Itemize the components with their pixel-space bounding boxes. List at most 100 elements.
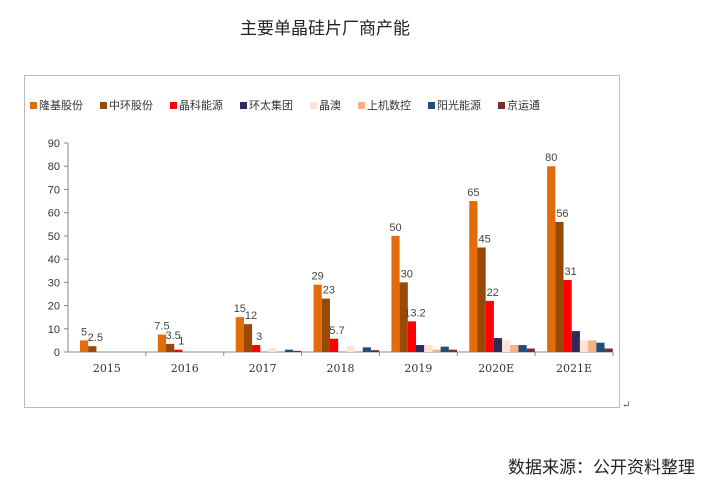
y-tick-label: 30 — [48, 277, 60, 289]
bar — [370, 350, 380, 352]
legend-label: 上机数控 — [367, 99, 411, 112]
legend-label: 阳光能源 — [437, 99, 481, 112]
data-label: 5.7 — [329, 325, 344, 337]
legend-swatch — [310, 101, 317, 109]
x-tick-label: 2015 — [93, 362, 121, 375]
legend-label: 京运通 — [507, 99, 540, 112]
bar — [235, 317, 244, 352]
data-label: 80 — [545, 152, 557, 164]
legend-item: 上机数控 — [358, 97, 411, 113]
data-label: 7.5 — [154, 321, 169, 333]
bar — [362, 347, 371, 352]
legend-swatch — [358, 101, 365, 109]
bar — [252, 345, 261, 352]
paragraph-mark: ↵ — [622, 400, 631, 411]
bar — [596, 342, 605, 352]
x-tick-label: 2020E — [478, 362, 514, 375]
bar — [174, 349, 183, 352]
bar — [166, 343, 175, 352]
x-tick-label: 2017 — [249, 362, 277, 375]
bar — [329, 338, 339, 352]
data-label: 65 — [467, 187, 479, 199]
data-label: 2.5 — [88, 332, 103, 344]
bar — [424, 345, 433, 352]
data-label: 3 — [256, 331, 262, 343]
y-tick-label: 50 — [48, 231, 60, 243]
data-label: 23 — [323, 285, 335, 297]
bar — [510, 345, 519, 352]
bar — [485, 300, 494, 352]
data-label: 15 — [234, 303, 246, 315]
bar — [416, 345, 425, 352]
bar — [547, 166, 556, 352]
legend-swatch — [100, 101, 107, 109]
bar — [346, 346, 355, 352]
y-tick-label: 80 — [48, 161, 60, 173]
y-tick-label: 90 — [48, 138, 60, 150]
legend-label: 隆基股份 — [39, 99, 83, 112]
y-tick-label: 20 — [48, 301, 60, 313]
bar — [571, 331, 580, 352]
bar — [321, 298, 330, 352]
bar — [157, 334, 167, 352]
legend: 隆基股份 中环股份 晶科能源 环太集团 晶澳 上机数控 阳光能源 京运通 — [30, 97, 540, 113]
legend-swatch — [240, 101, 247, 109]
bar — [502, 340, 511, 352]
bar — [88, 346, 97, 352]
bar — [518, 345, 527, 352]
x-tick-label: 2019 — [404, 362, 432, 375]
legend-swatch — [30, 101, 37, 109]
bar — [80, 340, 89, 352]
bar — [563, 280, 572, 352]
legend-label: 晶澳 — [319, 99, 341, 112]
legend-item: 京运通 — [498, 97, 540, 113]
data-label: 1 — [178, 336, 184, 348]
legend-item: 中环股份 — [100, 97, 153, 113]
legend-swatch — [428, 101, 435, 109]
legend-item: 晶科能源 — [170, 97, 223, 113]
data-label: 31 — [565, 266, 577, 278]
data-label: 45 — [478, 234, 490, 246]
bar — [407, 321, 417, 352]
x-tick-label: 2018 — [327, 362, 355, 375]
bar — [399, 282, 408, 352]
chart-frame — [24, 75, 620, 408]
bar — [555, 221, 564, 352]
y-tick-label: 70 — [48, 184, 60, 196]
bar — [477, 247, 486, 352]
source-note: 数据来源：公开资料整理 — [508, 458, 695, 478]
y-tick-label: 40 — [48, 254, 60, 266]
bar — [313, 284, 322, 352]
bar — [526, 348, 535, 352]
bar — [284, 349, 294, 352]
legend-swatch — [170, 101, 177, 109]
bar — [448, 349, 458, 352]
y-tick-label: 60 — [48, 208, 60, 220]
data-label: 5 — [81, 326, 87, 338]
data-label: 13.2 — [404, 307, 425, 319]
legend-swatch — [498, 101, 505, 109]
data-label: 22 — [487, 287, 499, 299]
bar — [588, 340, 597, 352]
bar — [604, 348, 613, 352]
bar — [432, 349, 441, 352]
legend-item: 隆基股份 — [30, 97, 83, 113]
bar — [391, 235, 400, 352]
bar — [469, 201, 478, 352]
data-label: 29 — [312, 271, 324, 283]
y-tick-label: 10 — [48, 324, 60, 336]
legend-label: 环太集团 — [249, 99, 293, 112]
bar — [293, 350, 302, 352]
chart-title: 主要单晶硅片厂商产能 — [240, 19, 410, 39]
data-label: 30 — [401, 268, 413, 280]
legend-label: 中环股份 — [109, 99, 153, 112]
legend-item: 阳光能源 — [428, 97, 481, 113]
x-tick-label: 2021E — [556, 362, 592, 375]
bar — [268, 348, 277, 352]
data-label: 56 — [556, 208, 568, 220]
data-label: 3.5 — [166, 330, 181, 342]
bar — [493, 338, 503, 352]
legend-label: 晶科能源 — [179, 99, 223, 112]
bar — [579, 340, 589, 352]
data-label: 12 — [245, 310, 257, 322]
